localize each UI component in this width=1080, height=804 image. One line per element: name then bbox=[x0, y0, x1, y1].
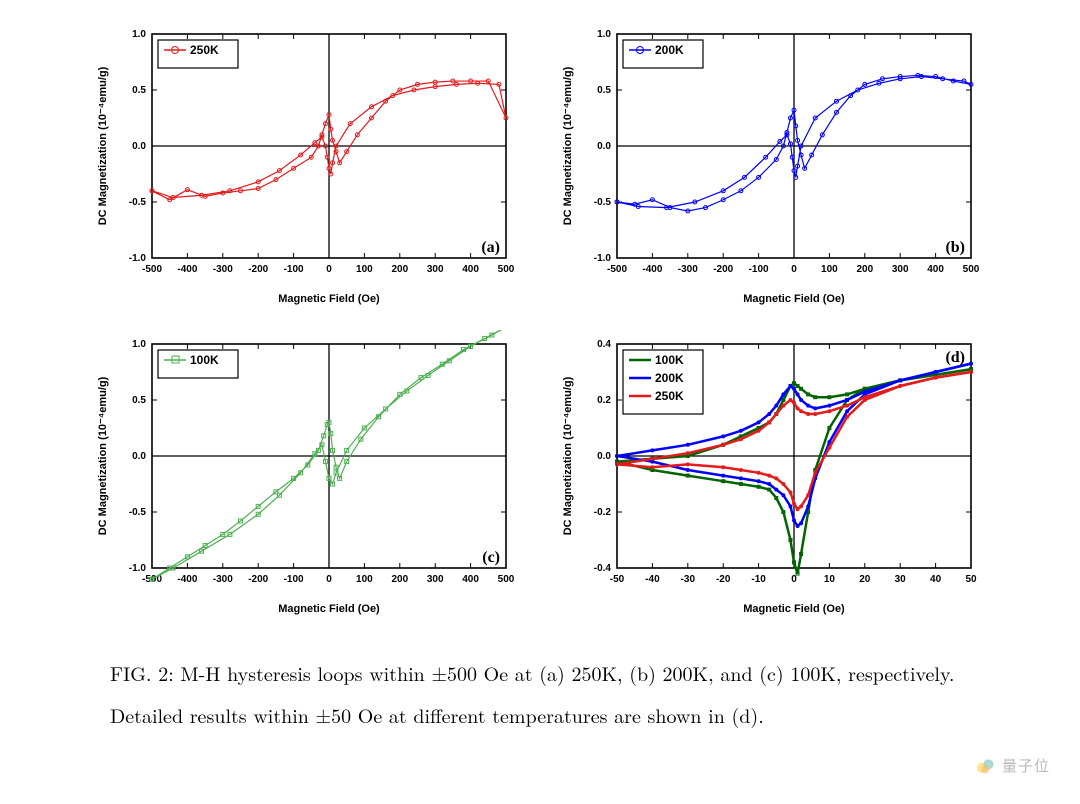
svg-text:-200: -200 bbox=[713, 264, 733, 275]
svg-text:0: 0 bbox=[791, 574, 797, 585]
svg-text:40: 40 bbox=[930, 574, 942, 585]
svg-text:Magnetic Field (Oe): Magnetic Field (Oe) bbox=[743, 293, 845, 305]
svg-text:-40: -40 bbox=[645, 574, 660, 585]
svg-text:-300: -300 bbox=[213, 574, 233, 585]
svg-text:0.0: 0.0 bbox=[132, 141, 146, 152]
svg-text:DC Magnetization (10⁻⁴emu/g): DC Magnetization (10⁻⁴emu/g) bbox=[562, 66, 574, 225]
watermark: 量子位 bbox=[976, 755, 1050, 776]
svg-text:200: 200 bbox=[856, 264, 873, 275]
chart-d: -50 -40 -30 -20 -10 0 10 20 30 40 50 -0.4 -0.2 0.0 0.2… bbox=[555, 330, 985, 620]
svg-text:-100: -100 bbox=[284, 574, 304, 585]
panel-b: -500 -400 -300 -200 -100 0 100 200 300 400 500 -1.0… bbox=[555, 20, 990, 310]
svg-text:0.5: 0.5 bbox=[132, 85, 146, 96]
panel-a: -500 -400 -300 -200 -100 0 100 200 300 400 500 -1.0… bbox=[90, 20, 525, 310]
svg-text:0: 0 bbox=[326, 574, 332, 585]
figure-caption: FIG. 2: M-H hysteresis loops within ±500… bbox=[110, 652, 970, 736]
svg-text:-300: -300 bbox=[213, 264, 233, 275]
svg-text:0.2: 0.2 bbox=[597, 395, 611, 406]
svg-text:100K: 100K bbox=[655, 353, 684, 367]
svg-text:-400: -400 bbox=[642, 264, 662, 275]
svg-text:250K: 250K bbox=[190, 43, 219, 57]
svg-text:10: 10 bbox=[824, 574, 836, 585]
figure-container: -500-400-300-200-1000100200300400500-1.0… bbox=[0, 0, 1080, 736]
svg-text:Magnetic Field (Oe): Magnetic Field (Oe) bbox=[278, 603, 380, 615]
svg-text:-500: -500 bbox=[142, 264, 162, 275]
panel-grid: -500-400-300-200-1000100200300400500-1.0… bbox=[90, 20, 990, 620]
svg-text:1.0: 1.0 bbox=[597, 29, 611, 40]
svg-text:-10: -10 bbox=[751, 574, 766, 585]
panel-d: -50 -40 -30 -20 -10 0 10 20 30 40 50 -0.4 -0.2 0.0 0.2… bbox=[555, 330, 990, 620]
svg-text:-30: -30 bbox=[681, 574, 696, 585]
svg-text:500: 500 bbox=[963, 264, 980, 275]
svg-text:-1.0: -1.0 bbox=[129, 563, 147, 574]
svg-text:-500: -500 bbox=[607, 264, 627, 275]
svg-text:300: 300 bbox=[427, 574, 444, 585]
svg-text:0.0: 0.0 bbox=[597, 141, 611, 152]
svg-text:0.5: 0.5 bbox=[597, 85, 611, 96]
svg-text:1.0: 1.0 bbox=[132, 339, 146, 350]
svg-text:100: 100 bbox=[356, 264, 373, 275]
svg-text:30: 30 bbox=[895, 574, 907, 585]
svg-text:-50: -50 bbox=[610, 574, 625, 585]
svg-text:(a): (a) bbox=[481, 239, 500, 256]
svg-text:-1.0: -1.0 bbox=[129, 253, 147, 264]
svg-text:Magnetic Field (Oe): Magnetic Field (Oe) bbox=[743, 603, 845, 615]
svg-text:DC Magnetization (10⁻⁴emu/g): DC Magnetization (10⁻⁴emu/g) bbox=[97, 376, 109, 535]
svg-text:-400: -400 bbox=[177, 574, 197, 585]
svg-text:-100: -100 bbox=[284, 264, 304, 275]
svg-text:-300: -300 bbox=[678, 264, 698, 275]
svg-text:250K: 250K bbox=[655, 389, 684, 403]
svg-text:100K: 100K bbox=[190, 353, 219, 367]
svg-text:20: 20 bbox=[859, 574, 871, 585]
svg-text:50: 50 bbox=[965, 574, 977, 585]
panel-c: -500-400-300-200-1000100200300400500-1.0… bbox=[90, 330, 525, 620]
svg-text:(c): (c) bbox=[482, 549, 500, 566]
svg-text:500: 500 bbox=[498, 574, 515, 585]
svg-text:0.0: 0.0 bbox=[597, 451, 611, 462]
svg-text:DC Magnetization (10⁻⁴emu/g): DC Magnetization (10⁻⁴emu/g) bbox=[562, 376, 574, 535]
svg-text:-100: -100 bbox=[749, 264, 769, 275]
svg-text:0.0: 0.0 bbox=[132, 451, 146, 462]
watermark-icon bbox=[976, 756, 996, 776]
svg-text:400: 400 bbox=[462, 574, 479, 585]
svg-text:0.4: 0.4 bbox=[597, 339, 611, 350]
svg-text:200: 200 bbox=[391, 574, 408, 585]
svg-text:0: 0 bbox=[326, 264, 332, 275]
chart-c: -500-400-300-200-1000100200300400500-1.0… bbox=[90, 330, 520, 620]
svg-text:-200: -200 bbox=[248, 574, 268, 585]
svg-text:200K: 200K bbox=[655, 43, 684, 57]
svg-text:(d): (d) bbox=[945, 349, 965, 366]
chart-b: -500 -400 -300 -200 -100 0 100 200 300 400 500 -1.0… bbox=[555, 20, 985, 310]
svg-text:100: 100 bbox=[356, 574, 373, 585]
svg-text:500: 500 bbox=[498, 264, 515, 275]
svg-text:-0.2: -0.2 bbox=[594, 507, 612, 518]
svg-text:200: 200 bbox=[391, 264, 408, 275]
svg-text:-0.5: -0.5 bbox=[129, 507, 147, 518]
svg-text:400: 400 bbox=[462, 264, 479, 275]
svg-text:-400: -400 bbox=[177, 264, 197, 275]
svg-text:300: 300 bbox=[427, 264, 444, 275]
watermark-text: 量子位 bbox=[1002, 755, 1050, 776]
svg-text:Magnetic Field (Oe): Magnetic Field (Oe) bbox=[278, 293, 380, 305]
svg-text:(b): (b) bbox=[945, 239, 965, 256]
chart-a: -500 -400 -300 -200 -100 0 100 200 300 400 500 -1.0… bbox=[90, 20, 520, 310]
svg-text:100: 100 bbox=[821, 264, 838, 275]
svg-text:0: 0 bbox=[791, 264, 797, 275]
svg-text:1.0: 1.0 bbox=[132, 29, 146, 40]
svg-text:300: 300 bbox=[892, 264, 909, 275]
svg-text:-0.5: -0.5 bbox=[129, 197, 147, 208]
svg-text:-0.5: -0.5 bbox=[594, 197, 612, 208]
svg-text:-1.0: -1.0 bbox=[594, 253, 612, 264]
svg-text:0.5: 0.5 bbox=[132, 395, 146, 406]
svg-text:-20: -20 bbox=[716, 574, 731, 585]
svg-text:DC Magnetization (10⁻⁴emu/g): DC Magnetization (10⁻⁴emu/g) bbox=[97, 66, 109, 225]
svg-text:200K: 200K bbox=[655, 371, 684, 385]
svg-text:-0.4: -0.4 bbox=[594, 563, 612, 574]
svg-text:-200: -200 bbox=[248, 264, 268, 275]
svg-text:400: 400 bbox=[927, 264, 944, 275]
